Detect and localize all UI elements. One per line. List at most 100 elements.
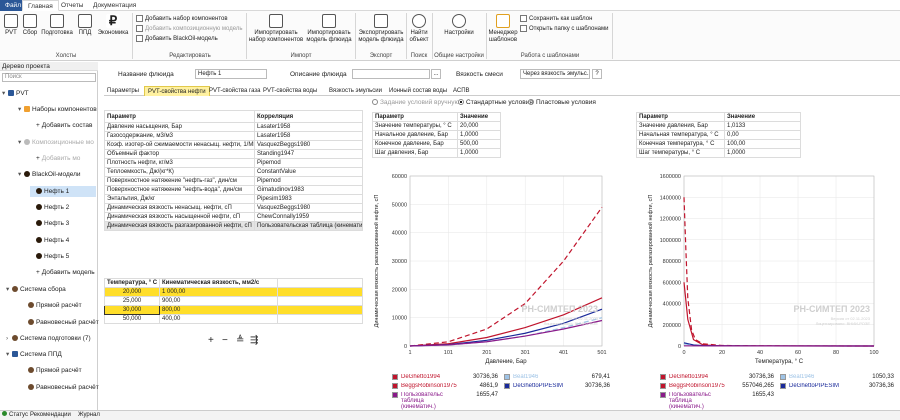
tree-item[interactable]: Равновесный расчёт	[22, 382, 99, 393]
radio-reservoir-conditions[interactable]: Пластовые условия	[528, 99, 596, 106]
save-as-template-item[interactable]: Сохранить как шаблон	[520, 15, 592, 23]
table-row[interactable]: Значение давления, Бар 1,0133	[636, 121, 801, 131]
export-fluid-button[interactable]: Экспортировать модель флюида	[356, 11, 406, 44]
legend-item: DeGhettoPIPESIM 30736,36	[504, 383, 610, 390]
table-row[interactable]: Начальное давление, Бар 1,0000	[372, 130, 501, 140]
tree-item[interactable]: ▾ Система ППД	[6, 351, 62, 358]
tree-item[interactable]: › Система подготовки (7)	[6, 335, 91, 342]
table-row[interactable]: Энтальпия, Дж/кг Pipesim1983	[104, 194, 363, 204]
tree-search-input[interactable]: Поиск	[2, 73, 96, 82]
fluid-description-input[interactable]	[352, 69, 430, 79]
remove-row-button[interactable]: −	[222, 335, 228, 346]
tree-item[interactable]: ▾ Система сбора	[6, 286, 66, 293]
table-row[interactable]: Шаг температуры, ° C 1,0000	[636, 148, 801, 158]
table-row[interactable]: Значение температуры, ° C 20,000	[372, 121, 501, 131]
tree-item[interactable]: + Добавить мо	[36, 155, 81, 162]
pvt-button[interactable]: PVT	[2, 11, 20, 37]
table-row[interactable]: Поверхностное натяжение "нефть-вода", ди…	[104, 185, 363, 195]
table-row[interactable]: Конечная температура, ° C 100,00	[636, 139, 801, 149]
preparation-button[interactable]: Подготовка	[40, 11, 74, 37]
ppd-button[interactable]: ППД	[74, 11, 96, 37]
radio-manual-conditions[interactable]: Задание условий вручную	[372, 99, 459, 106]
tree-toggle-icon[interactable]: ›	[6, 335, 9, 342]
tree-item[interactable]: ▾ Наборы компонентов	[18, 106, 97, 113]
fluid-name-label: Название флюида	[118, 71, 174, 78]
import-components-button[interactable]: Импортировать набор компонентов	[248, 11, 304, 44]
economics-button[interactable]: ₽ Экономика	[97, 13, 129, 37]
tree-item[interactable]: + Добавить состав	[36, 122, 93, 129]
tree-item[interactable]: Нефть 2	[30, 202, 69, 213]
tab-3[interactable]: PVT-свойства воды	[263, 88, 318, 94]
x-tick-label: 20	[719, 350, 725, 356]
table-row[interactable]: Конечное давление, Бар 500,00	[372, 139, 501, 149]
table-row[interactable]: Динамическая вязкость ненасыщ. нефти, сП…	[104, 203, 363, 213]
tree-item[interactable]: Прямой расчёт	[22, 365, 82, 376]
add-row-button[interactable]: +	[208, 335, 214, 346]
tree-toggle-icon[interactable]: ▾	[18, 106, 22, 113]
tab-0[interactable]: Параметры	[107, 88, 139, 94]
table-row[interactable]: 30,000 800,00	[104, 305, 363, 315]
watermark-line: Версия от 02.11.2023	[831, 316, 871, 321]
help-button[interactable]: ?	[592, 69, 602, 79]
tree-item[interactable]: Нефть 5	[30, 251, 69, 262]
table-row[interactable]: Динамическая вязкость разгазированной не…	[104, 221, 363, 231]
table-row[interactable]: Объемный фактор Standing1947	[104, 149, 363, 159]
tab-6[interactable]: АСПВ	[453, 88, 470, 94]
import-fluid-button[interactable]: Импортировать модель флюида	[304, 11, 354, 44]
group-find-label: Поиск	[410, 53, 428, 59]
paste-button[interactable]: ≜	[236, 335, 245, 346]
tab-2[interactable]: PVT-свойства газа	[209, 88, 261, 94]
tree-toggle-icon[interactable]: ▾	[6, 351, 10, 358]
table-row[interactable]: 20,000 1 000,00	[104, 287, 363, 297]
tree-item[interactable]: ▾ BlackOil-модели	[18, 171, 81, 178]
radio-standard-conditions[interactable]: Стандартные условия	[458, 99, 533, 106]
tab-5[interactable]: Ионный состав воды	[389, 88, 448, 94]
open-templates-folder-item[interactable]: Открыть папку с шаблонами	[520, 25, 608, 33]
tab-home[interactable]: Главная	[22, 0, 59, 11]
fluid-name-input[interactable]: Нефть 1	[195, 69, 267, 79]
tree-toggle-icon[interactable]: ▾	[18, 139, 22, 146]
log-tab[interactable]: Журнал	[78, 412, 100, 418]
tab-reports[interactable]: Отчеты	[61, 2, 84, 9]
tree-item[interactable]: ▾ PVT	[2, 90, 29, 97]
table-row[interactable]: Поверхностное натяжение "нефть-газ", дин…	[104, 176, 363, 186]
tree-item[interactable]: Нефть 4	[30, 235, 69, 246]
import-table-button[interactable]: ⇶	[250, 335, 259, 346]
tab-4[interactable]: Вязкость эмульсии	[329, 88, 382, 94]
find-object-button[interactable]: Найти объект	[407, 11, 431, 44]
table-row[interactable]: Плотность нефти, кг/м3 Pipemod	[104, 158, 363, 168]
template-manager-button[interactable]: Менеджер шаблонов	[488, 11, 518, 44]
status-tab[interactable]: Статус	[2, 411, 28, 420]
file-menu[interactable]: Файл	[0, 0, 26, 11]
table-row[interactable]: Газосодержание, м3/м3 Lasater1958	[104, 131, 363, 141]
table-row[interactable]: Давление насыщения, Бар Lasater1958	[104, 122, 363, 132]
tree-toggle-icon[interactable]: ▾	[6, 286, 10, 293]
table-row[interactable]: Начальная температура, ° C 0,00	[636, 130, 801, 140]
tree-toggle-icon[interactable]: ▾	[2, 90, 6, 97]
gathering-button[interactable]: Сбор	[20, 11, 40, 37]
table-row[interactable]: Теплоемкость, Дж/(кг*К) ConstantValue	[104, 167, 363, 177]
add-component-set-item[interactable]: Добавить набор компонентов	[136, 15, 228, 23]
table-row[interactable]: 25,000 900,00	[104, 296, 363, 306]
add-compositional-model-item[interactable]: Добавить композиционную модель	[136, 25, 242, 33]
table-row[interactable]: 50,000 400,00	[104, 314, 363, 324]
settings-button[interactable]: Настройки	[434, 11, 484, 37]
table-row[interactable]: Динамическая вязкость насыщенной нефти, …	[104, 212, 363, 222]
add-blackoil-model-item[interactable]: Добавить BlackOil-модель	[136, 35, 218, 43]
series-line-4	[409, 319, 603, 347]
description-browse-button[interactable]: ...	[431, 69, 441, 79]
tree-item[interactable]: ▾ Композиционные мо	[18, 139, 94, 146]
table-row[interactable]: Шаг давления, Бар 1,0000	[372, 148, 501, 158]
mixture-viscosity-select[interactable]: Через вязкость эмульс...	[520, 69, 590, 79]
tree-item[interactable]: + Добавить модель	[36, 269, 95, 276]
recommendations-tab[interactable]: Рекомендации	[30, 412, 71, 418]
tree-item[interactable]: Равновесный расчёт	[22, 317, 99, 328]
tree-item[interactable]: Нефть 3	[30, 218, 69, 229]
tree-toggle-icon[interactable]: ▾	[18, 171, 22, 178]
add-icon	[136, 15, 143, 22]
tab-1[interactable]: PVT-свойства нефти	[144, 86, 210, 96]
tree-item[interactable]: Нефть 1	[30, 186, 96, 197]
table-row[interactable]: Коэф. изотер-ой сжимаемости ненасыщ. неф…	[104, 140, 363, 150]
tree-item[interactable]: Прямой расчёт	[22, 300, 82, 311]
tab-documentation[interactable]: Документация	[93, 2, 137, 9]
